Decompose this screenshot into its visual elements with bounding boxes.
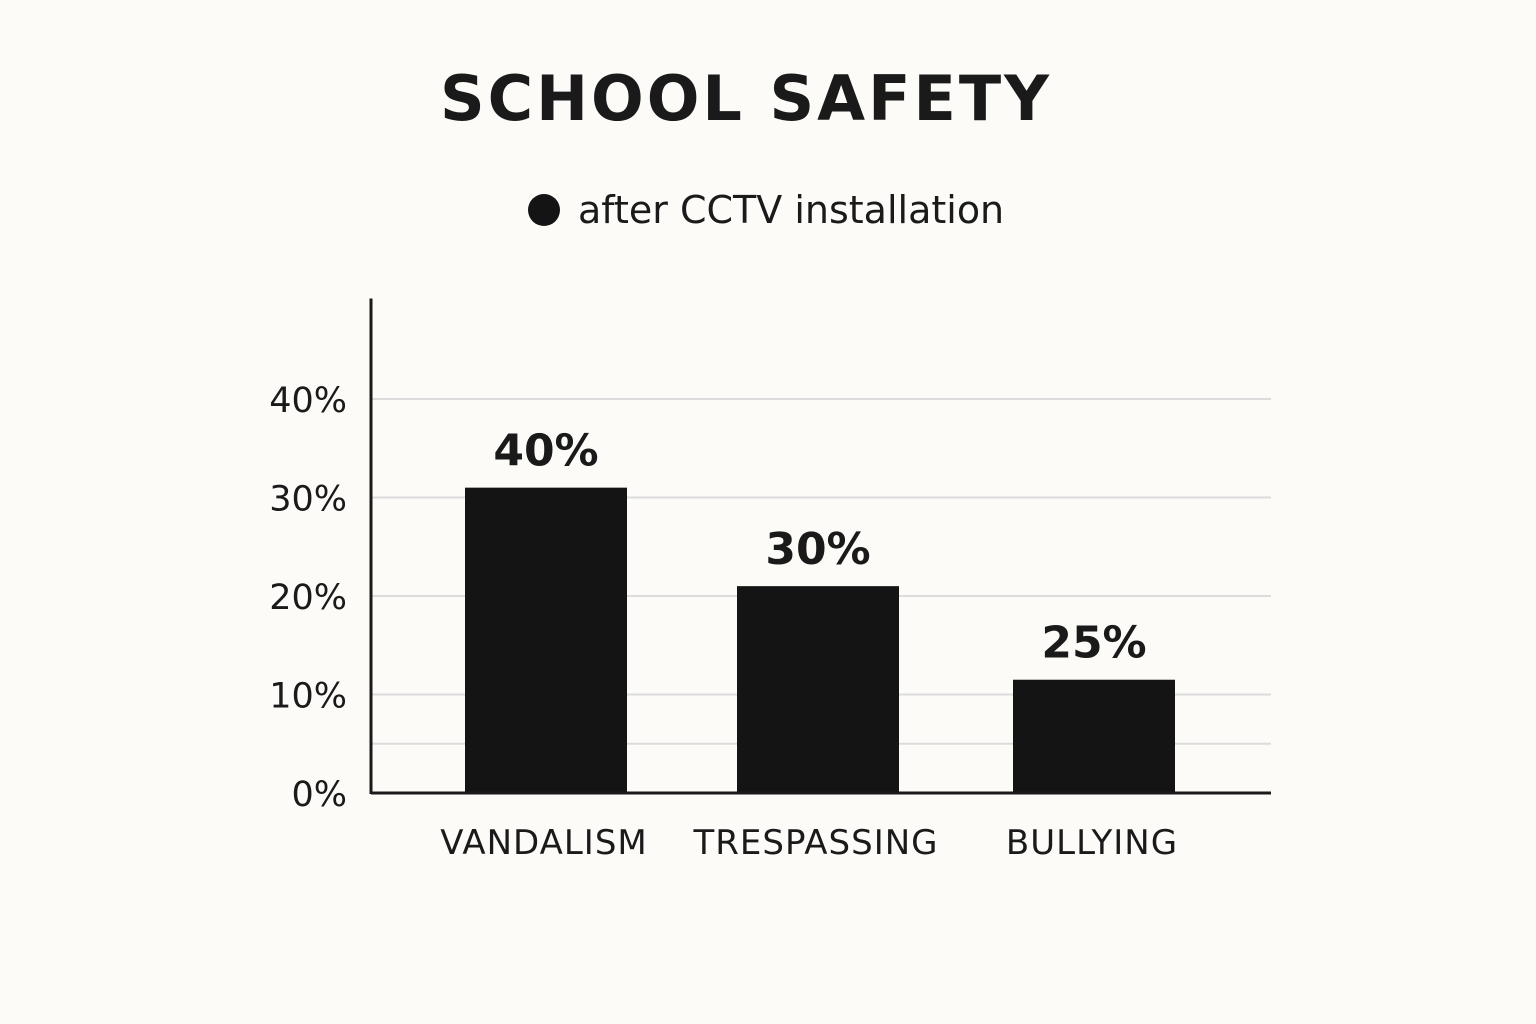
- bar-vandalism: [465, 487, 627, 793]
- category-label-vandalism: VANDALISM: [440, 823, 648, 863]
- legend: after CCTV installation: [528, 184, 1004, 236]
- y-tick-label: 20%: [269, 578, 347, 618]
- axis-layer: 0% 10% 20% 30% 40%: [269, 298, 1271, 815]
- y-tick-label: 0%: [291, 775, 347, 815]
- legend-marker-icon: [528, 194, 560, 226]
- y-tick-label: 10%: [269, 677, 347, 717]
- bar-trespassing: [737, 586, 899, 793]
- y-tick-label: 30%: [269, 480, 347, 520]
- data-label-vandalism: 40%: [493, 426, 598, 477]
- data-label-trespassing: 30%: [765, 524, 870, 575]
- label-layer: 40% VANDALISM 30% TRESPASSING 25% BULLYING: [440, 426, 1178, 863]
- bar-bullying: [1013, 679, 1175, 793]
- legend-label: after CCTV installation: [578, 188, 1005, 232]
- category-label-bullying: BULLYING: [1006, 823, 1178, 863]
- category-label-trespassing: TRESPASSING: [692, 823, 938, 863]
- bar-layer: [465, 487, 1175, 793]
- chart-title: SCHOOL SAFETY: [439, 62, 1053, 135]
- data-label-bullying: 25%: [1041, 618, 1146, 669]
- y-tick-label: 40%: [269, 381, 347, 421]
